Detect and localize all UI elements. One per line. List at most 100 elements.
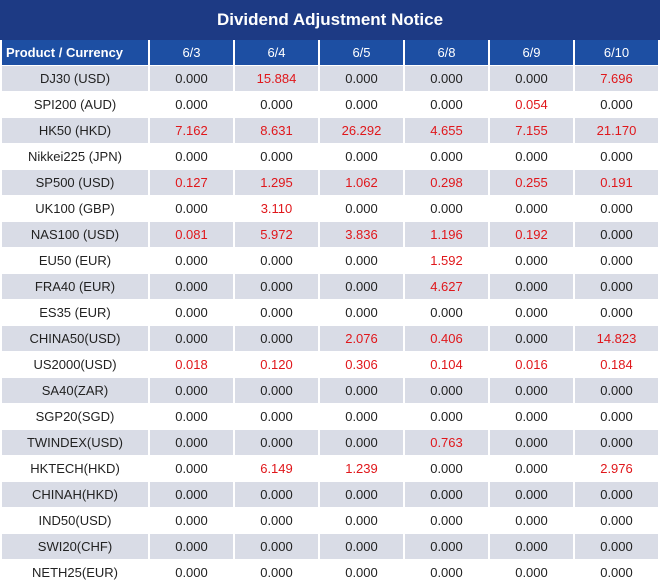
value-cell: 0.000: [150, 508, 233, 534]
value-cell: 0.000: [320, 404, 403, 430]
value-cell: 0.000: [150, 482, 233, 508]
value-cell: 0.000: [320, 196, 403, 222]
value-cell: 0.298: [405, 170, 488, 196]
value-cell: 0.000: [490, 404, 573, 430]
table-row: SA40(ZAR) 0.000 0.000 0.000 0.000 0.000 0.000: [2, 378, 658, 404]
value-cell: 0.000: [235, 534, 318, 560]
value-cell: 0.000: [150, 274, 233, 300]
table-row: IND50(USD) 0.000 0.000 0.000 0.000 0.000 0.000: [2, 508, 658, 534]
value-cell: 0.000: [235, 274, 318, 300]
value-cell: 3.836: [320, 222, 403, 248]
table-row: EU50 (EUR) 0.000 0.000 0.000 1.592 0.000 0.000: [2, 248, 658, 274]
value-cell: 0.000: [490, 300, 573, 326]
value-cell: 0.000: [575, 560, 658, 586]
value-cell: 0.000: [150, 430, 233, 456]
value-cell: 0.000: [490, 326, 573, 352]
table-row: SWI20(CHF) 0.000 0.000 0.000 0.000 0.000 0.000: [2, 534, 658, 560]
value-cell: 0.000: [235, 560, 318, 586]
value-cell: 0.018: [150, 352, 233, 378]
value-cell: 0.000: [405, 404, 488, 430]
value-cell: 0.000: [235, 482, 318, 508]
value-cell: 0.000: [320, 560, 403, 586]
value-cell: 0.016: [490, 352, 573, 378]
value-cell: 0.000: [235, 144, 318, 170]
column-header-product: Product / Currency: [2, 40, 148, 66]
table-row: SP500 (USD) 0.127 1.295 1.062 0.298 0.255 0.19…: [2, 170, 658, 196]
value-cell: 0.000: [320, 430, 403, 456]
value-cell: 7.155: [490, 118, 573, 144]
table-row: US2000(USD) 0.018 0.120 0.306 0.104 0.016 0.18…: [2, 352, 658, 378]
value-cell: 0.000: [320, 66, 403, 92]
product-cell: SWI20(CHF): [2, 534, 148, 560]
value-cell: 0.000: [150, 326, 233, 352]
value-cell: 0.000: [150, 144, 233, 170]
value-cell: 0.000: [320, 274, 403, 300]
value-cell: 0.054: [490, 92, 573, 118]
value-cell: 0.000: [150, 92, 233, 118]
value-cell: 0.000: [150, 248, 233, 274]
value-cell: 0.000: [320, 534, 403, 560]
value-cell: 4.627: [405, 274, 488, 300]
product-cell: SA40(ZAR): [2, 378, 148, 404]
page-title: Dividend Adjustment Notice: [0, 0, 660, 40]
value-cell: 0.000: [575, 430, 658, 456]
value-cell: 0.000: [490, 274, 573, 300]
product-cell: US2000(USD): [2, 352, 148, 378]
value-cell: 0.255: [490, 170, 573, 196]
value-cell: 0.000: [235, 378, 318, 404]
value-cell: 0.000: [405, 456, 488, 482]
value-cell: 0.192: [490, 222, 573, 248]
value-cell: 0.081: [150, 222, 233, 248]
value-cell: 0.000: [405, 560, 488, 586]
value-cell: 0.000: [320, 300, 403, 326]
product-cell: HKTECH(HKD): [2, 456, 148, 482]
value-cell: 0.127: [150, 170, 233, 196]
value-cell: 0.000: [405, 482, 488, 508]
table-row: DJ30 (USD) 0.000 15.884 0.000 0.000 0.000 7.69…: [2, 66, 658, 92]
value-cell: 1.295: [235, 170, 318, 196]
value-cell: 0.000: [405, 66, 488, 92]
value-cell: 0.000: [150, 66, 233, 92]
table-row: FRA40 (EUR) 0.000 0.000 0.000 4.627 0.000 0.00…: [2, 274, 658, 300]
value-cell: 0.000: [490, 560, 573, 586]
value-cell: 0.000: [150, 534, 233, 560]
value-cell: 0.000: [320, 508, 403, 534]
value-cell: 0.000: [235, 300, 318, 326]
value-cell: 0.000: [405, 92, 488, 118]
column-header-date: 6/4: [235, 40, 318, 66]
table-row: UK100 (GBP) 0.000 3.110 0.000 0.000 0.000 0.00…: [2, 196, 658, 222]
table-row: NETH25(EUR) 0.000 0.000 0.000 0.000 0.000 0.00…: [2, 560, 658, 586]
value-cell: 0.000: [575, 274, 658, 300]
value-cell: 0.000: [490, 144, 573, 170]
value-cell: 0.000: [405, 508, 488, 534]
value-cell: 0.000: [150, 196, 233, 222]
value-cell: 2.076: [320, 326, 403, 352]
value-cell: 0.000: [405, 144, 488, 170]
value-cell: 0.000: [575, 534, 658, 560]
value-cell: 0.000: [490, 508, 573, 534]
column-header-date: 6/10: [575, 40, 658, 66]
value-cell: 0.184: [575, 352, 658, 378]
value-cell: 0.000: [150, 560, 233, 586]
dividend-table: Product / Currency 6/3 6/4 6/5 6/8 6/9 6…: [0, 40, 660, 586]
product-cell: Nikkei225 (JPN): [2, 144, 148, 170]
value-cell: 0.000: [235, 92, 318, 118]
table-row: NAS100 (USD) 0.081 5.972 3.836 1.196 0.192 0.0…: [2, 222, 658, 248]
value-cell: 2.976: [575, 456, 658, 482]
value-cell: 1.196: [405, 222, 488, 248]
table-row: HK50 (HKD) 7.162 8.631 26.292 4.655 7.155 21.1…: [2, 118, 658, 144]
value-cell: 0.000: [575, 508, 658, 534]
value-cell: 8.631: [235, 118, 318, 144]
value-cell: 15.884: [235, 66, 318, 92]
value-cell: 0.120: [235, 352, 318, 378]
value-cell: 0.000: [235, 326, 318, 352]
column-header-date: 6/8: [405, 40, 488, 66]
value-cell: 0.000: [235, 430, 318, 456]
value-cell: 0.000: [575, 144, 658, 170]
header-row: Product / Currency 6/3 6/4 6/5 6/8 6/9 6…: [2, 40, 658, 66]
value-cell: 1.239: [320, 456, 403, 482]
value-cell: 0.000: [575, 404, 658, 430]
value-cell: 0.000: [490, 248, 573, 274]
table-row: SGP20(SGD) 0.000 0.000 0.000 0.000 0.000 0.000: [2, 404, 658, 430]
